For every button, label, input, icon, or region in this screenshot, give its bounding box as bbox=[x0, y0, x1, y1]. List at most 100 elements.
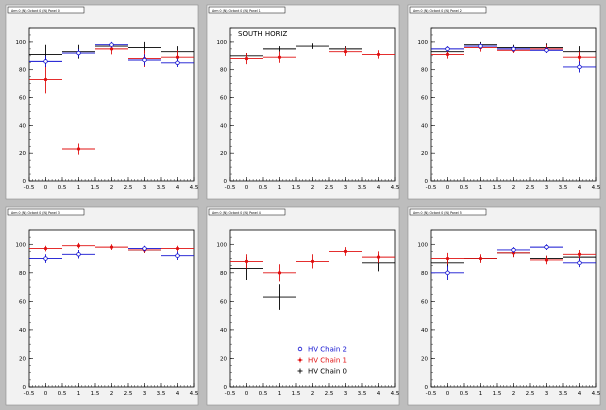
marker-star bbox=[577, 252, 582, 256]
x-tick-label: 4 bbox=[377, 391, 381, 397]
y-tick-label: 0 bbox=[425, 385, 429, 391]
x-tick-label: 4 bbox=[176, 391, 180, 397]
x-axis: -0.5 0 0.5 1 1.5 2 2.5 3 3.5 4 4.5 bbox=[225, 177, 400, 191]
legend-label: HV Chain 2 bbox=[308, 346, 347, 354]
x-tick-label: 2 bbox=[311, 391, 315, 397]
data-point-chain1 bbox=[362, 251, 395, 263]
marker-star bbox=[43, 77, 48, 82]
panel-title-box bbox=[208, 208, 286, 216]
x-tick-label: 3.5 bbox=[559, 185, 568, 191]
x-tick-label: 3.5 bbox=[358, 185, 367, 191]
data-point-chain1 bbox=[530, 255, 563, 265]
data-point-chain2 bbox=[128, 245, 161, 252]
series-chain2 bbox=[29, 245, 194, 263]
legend: HV Chain 2 HV Chain 1 HV Chain 0 bbox=[297, 346, 347, 376]
y-axis: 0 20 40 60 80 100 bbox=[16, 27, 33, 185]
data-point-chain1 bbox=[563, 249, 596, 259]
x-tick-label: 0 bbox=[245, 391, 249, 397]
y-tick-label: 100 bbox=[16, 40, 27, 46]
data-point-chain2 bbox=[563, 61, 596, 73]
panel-title: Arm 0 (N) Octant 0 (N) Panel 3 bbox=[7, 208, 85, 216]
marker-star bbox=[376, 52, 381, 57]
x-tick-label: 1 bbox=[479, 391, 483, 397]
y-tick-label: 60 bbox=[220, 299, 227, 305]
x-tick-label: 0 bbox=[44, 391, 48, 397]
x-tick-label: 3 bbox=[545, 185, 549, 191]
x-axis: -0.5 0 0.5 1 1.5 2 2.5 3 3.5 4 4.5 bbox=[426, 383, 601, 397]
data-point-chain2 bbox=[128, 54, 161, 66]
x-tick-label: -0.5 bbox=[225, 185, 236, 191]
legend-label: HV Chain 0 bbox=[308, 368, 347, 376]
data-point-chain2 bbox=[95, 41, 128, 48]
y-axis: 0 20 40 60 80 100 bbox=[16, 229, 33, 391]
x-tick-label: 3 bbox=[143, 391, 147, 397]
data-point-chain0 bbox=[263, 284, 296, 310]
panel-2: Arm 0 (N) Octant 0 (N) Panel 2-0.5 0 0.5 1 1… bbox=[407, 4, 601, 200]
y-tick-label: 100 bbox=[418, 40, 429, 46]
panel-5: Arm 0 (N) Octant 0 (N) Panel 5-0.5 0 0.5 1 1… bbox=[407, 206, 601, 406]
data-point-chain2 bbox=[497, 46, 530, 52]
panel-title-box bbox=[208, 6, 286, 14]
x-tick-label: 4 bbox=[377, 185, 381, 191]
y-tick-label: 80 bbox=[220, 271, 227, 277]
y-tick-label: 100 bbox=[217, 242, 228, 248]
x-tick-label: 2 bbox=[311, 185, 315, 191]
data-point-chain2 bbox=[431, 46, 464, 52]
y-tick-label: 20 bbox=[220, 151, 227, 157]
marker-star bbox=[277, 55, 282, 59]
panel-title: Arm 0 (N) Octant 0 (N) Panel 5 bbox=[409, 208, 487, 216]
y-axis: 0 20 40 60 80 100 bbox=[418, 229, 435, 391]
data-point-chain0 bbox=[263, 46, 296, 52]
x-tick-label: 2.5 bbox=[526, 391, 535, 397]
marker-circle bbox=[109, 42, 114, 47]
x-tick-label: -0.5 bbox=[24, 391, 35, 397]
y-tick-label: 60 bbox=[421, 299, 428, 305]
marker-star bbox=[343, 249, 348, 254]
marker-star bbox=[76, 244, 81, 248]
marker-star bbox=[109, 47, 114, 51]
series-chain1 bbox=[230, 47, 395, 65]
data-point-chain1 bbox=[431, 252, 464, 265]
marker-circle bbox=[577, 260, 582, 266]
y-axis: 0 20 40 60 80 100 bbox=[418, 27, 435, 185]
panel-title-box bbox=[7, 208, 85, 216]
x-tick-label: 2.5 bbox=[124, 391, 133, 397]
marker-star bbox=[244, 57, 249, 61]
x-tick-label: 1 bbox=[77, 185, 81, 191]
x-tick-label: 3.5 bbox=[559, 391, 568, 397]
data-point-chain1 bbox=[161, 245, 194, 252]
y-tick-label: 80 bbox=[421, 68, 428, 74]
marker-circle bbox=[175, 253, 180, 258]
x-tick-label: 4 bbox=[578, 391, 582, 397]
y-tick-label: 40 bbox=[421, 123, 428, 129]
data-point-chain1 bbox=[263, 51, 296, 63]
y-tick-label: 60 bbox=[421, 96, 428, 102]
legend-marker-star bbox=[298, 358, 302, 362]
marker-circle bbox=[43, 256, 48, 261]
marker-star bbox=[109, 245, 114, 249]
marker-star bbox=[76, 147, 81, 151]
y-tick-label: 0 bbox=[23, 179, 27, 185]
y-tick-label: 40 bbox=[19, 328, 26, 334]
panel-title: Arm 0 (N) Octant 0 (N) Panel 0 bbox=[7, 6, 85, 14]
data-point-chain1 bbox=[29, 245, 62, 252]
y-tick-label: 100 bbox=[217, 40, 228, 46]
marker-star bbox=[445, 52, 450, 57]
marker-circle bbox=[76, 50, 81, 56]
x-axis: -0.5 0 0.5 1 1.5 2 2.5 3 3.5 4 4.5 bbox=[225, 383, 400, 397]
x-tick-label: 3.5 bbox=[157, 391, 166, 397]
data-point-chain1 bbox=[263, 264, 296, 282]
panel-3: Arm 0 (N) Octant 0 (N) Panel 3-0.5 0 0.5 1 1… bbox=[5, 206, 199, 406]
series-chain2 bbox=[431, 244, 596, 280]
panel-title-text: Arm 0 (N) Octant 0 (N) Panel 5 bbox=[413, 211, 462, 215]
series-chain2 bbox=[431, 43, 596, 73]
y-tick-label: 40 bbox=[220, 123, 227, 129]
data-point-chain1 bbox=[62, 242, 95, 249]
data-point-chain2 bbox=[464, 43, 497, 49]
x-tick-label: 1.5 bbox=[292, 185, 301, 191]
y-tick-label: 0 bbox=[224, 179, 228, 185]
data-point-chain2 bbox=[431, 265, 464, 280]
x-tick-label: 1.5 bbox=[292, 391, 301, 397]
x-axis: -0.5 0 0.5 1 1.5 2 2.5 3 3.5 4 4.5 bbox=[24, 383, 199, 397]
panel-annotation: SOUTH HORIZ bbox=[238, 30, 288, 38]
